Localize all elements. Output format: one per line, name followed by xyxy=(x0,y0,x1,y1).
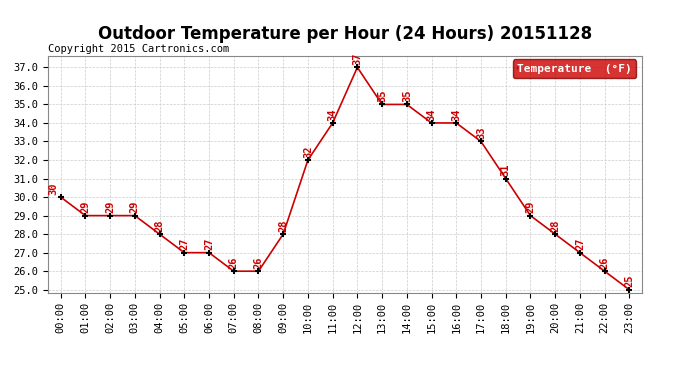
Text: 29: 29 xyxy=(130,201,140,213)
Text: 27: 27 xyxy=(575,238,585,250)
Text: 34: 34 xyxy=(451,108,461,121)
Text: 28: 28 xyxy=(550,219,560,232)
Text: 28: 28 xyxy=(155,219,164,232)
Text: 25: 25 xyxy=(624,275,634,288)
Text: 27: 27 xyxy=(204,238,214,250)
Text: 29: 29 xyxy=(81,201,90,213)
Text: 35: 35 xyxy=(377,90,387,102)
Text: 26: 26 xyxy=(229,256,239,269)
Text: Outdoor Temperature per Hour (24 Hours) 20151128: Outdoor Temperature per Hour (24 Hours) … xyxy=(98,25,592,43)
Text: 29: 29 xyxy=(526,201,535,213)
Text: 31: 31 xyxy=(501,164,511,176)
Text: 30: 30 xyxy=(48,183,58,195)
Text: 35: 35 xyxy=(402,90,412,102)
Text: Copyright 2015 Cartronics.com: Copyright 2015 Cartronics.com xyxy=(48,44,230,54)
Text: 26: 26 xyxy=(253,256,264,269)
Legend: Temperature  (°F): Temperature (°F) xyxy=(513,60,636,78)
Text: 27: 27 xyxy=(179,238,189,250)
Text: 32: 32 xyxy=(303,145,313,158)
Text: 34: 34 xyxy=(426,108,437,121)
Text: 34: 34 xyxy=(328,108,337,121)
Text: 28: 28 xyxy=(278,219,288,232)
Text: 33: 33 xyxy=(476,127,486,139)
Text: 29: 29 xyxy=(105,201,115,213)
Text: 26: 26 xyxy=(600,256,609,269)
Text: 37: 37 xyxy=(353,53,362,65)
